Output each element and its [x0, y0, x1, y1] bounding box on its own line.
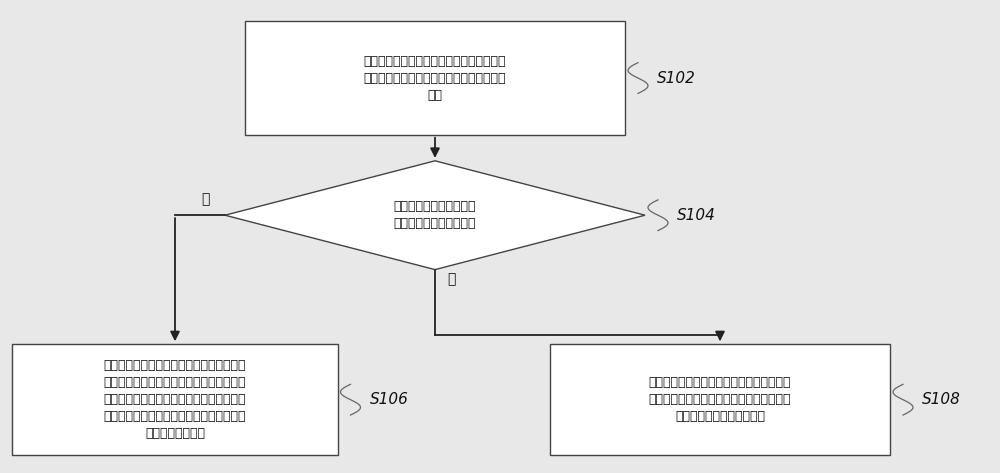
- Text: S106: S106: [370, 392, 408, 407]
- Bar: [550, 344, 890, 455]
- Text: 中止对动力电池单体进行均衡，并在待均衡
动力电池单体满足继续均衡的条件时，继续
对待均衡动力电池进行均衡，直至对待均衡
动力电池单体进行均衡的时间满足均衡时间
: 中止对动力电池单体进行均衡，并在待均衡 动力电池单体满足继续均衡的条件时，继续 …: [104, 359, 246, 440]
- Text: S102: S102: [657, 70, 696, 86]
- Text: 否: 否: [447, 272, 455, 286]
- Text: 是: 是: [202, 193, 210, 207]
- Text: 检测满足预设均衡启动条件的待均衡动力电
池单体，并启动对待均衡动力电池单体进行
均衡: 检测满足预设均衡启动条件的待均衡动力电 池单体，并启动对待均衡动力电池单体进行 …: [364, 54, 506, 102]
- Polygon shape: [225, 161, 645, 270]
- Text: S104: S104: [677, 208, 716, 223]
- Text: 判断待均衡动力电池单体
是否满足中止均衡的条件: 判断待均衡动力电池单体 是否满足中止均衡的条件: [394, 200, 476, 230]
- Text: 继续对待均衡动力电池单体进行均衡，直至
对待均衡动力电池单体进行均衡的时间满足
均衡时间计算值时终止均衡: 继续对待均衡动力电池单体进行均衡，直至 对待均衡动力电池单体进行均衡的时间满足 …: [649, 376, 791, 423]
- Text: S108: S108: [922, 392, 961, 407]
- Bar: [12, 344, 338, 455]
- Bar: [245, 21, 625, 135]
